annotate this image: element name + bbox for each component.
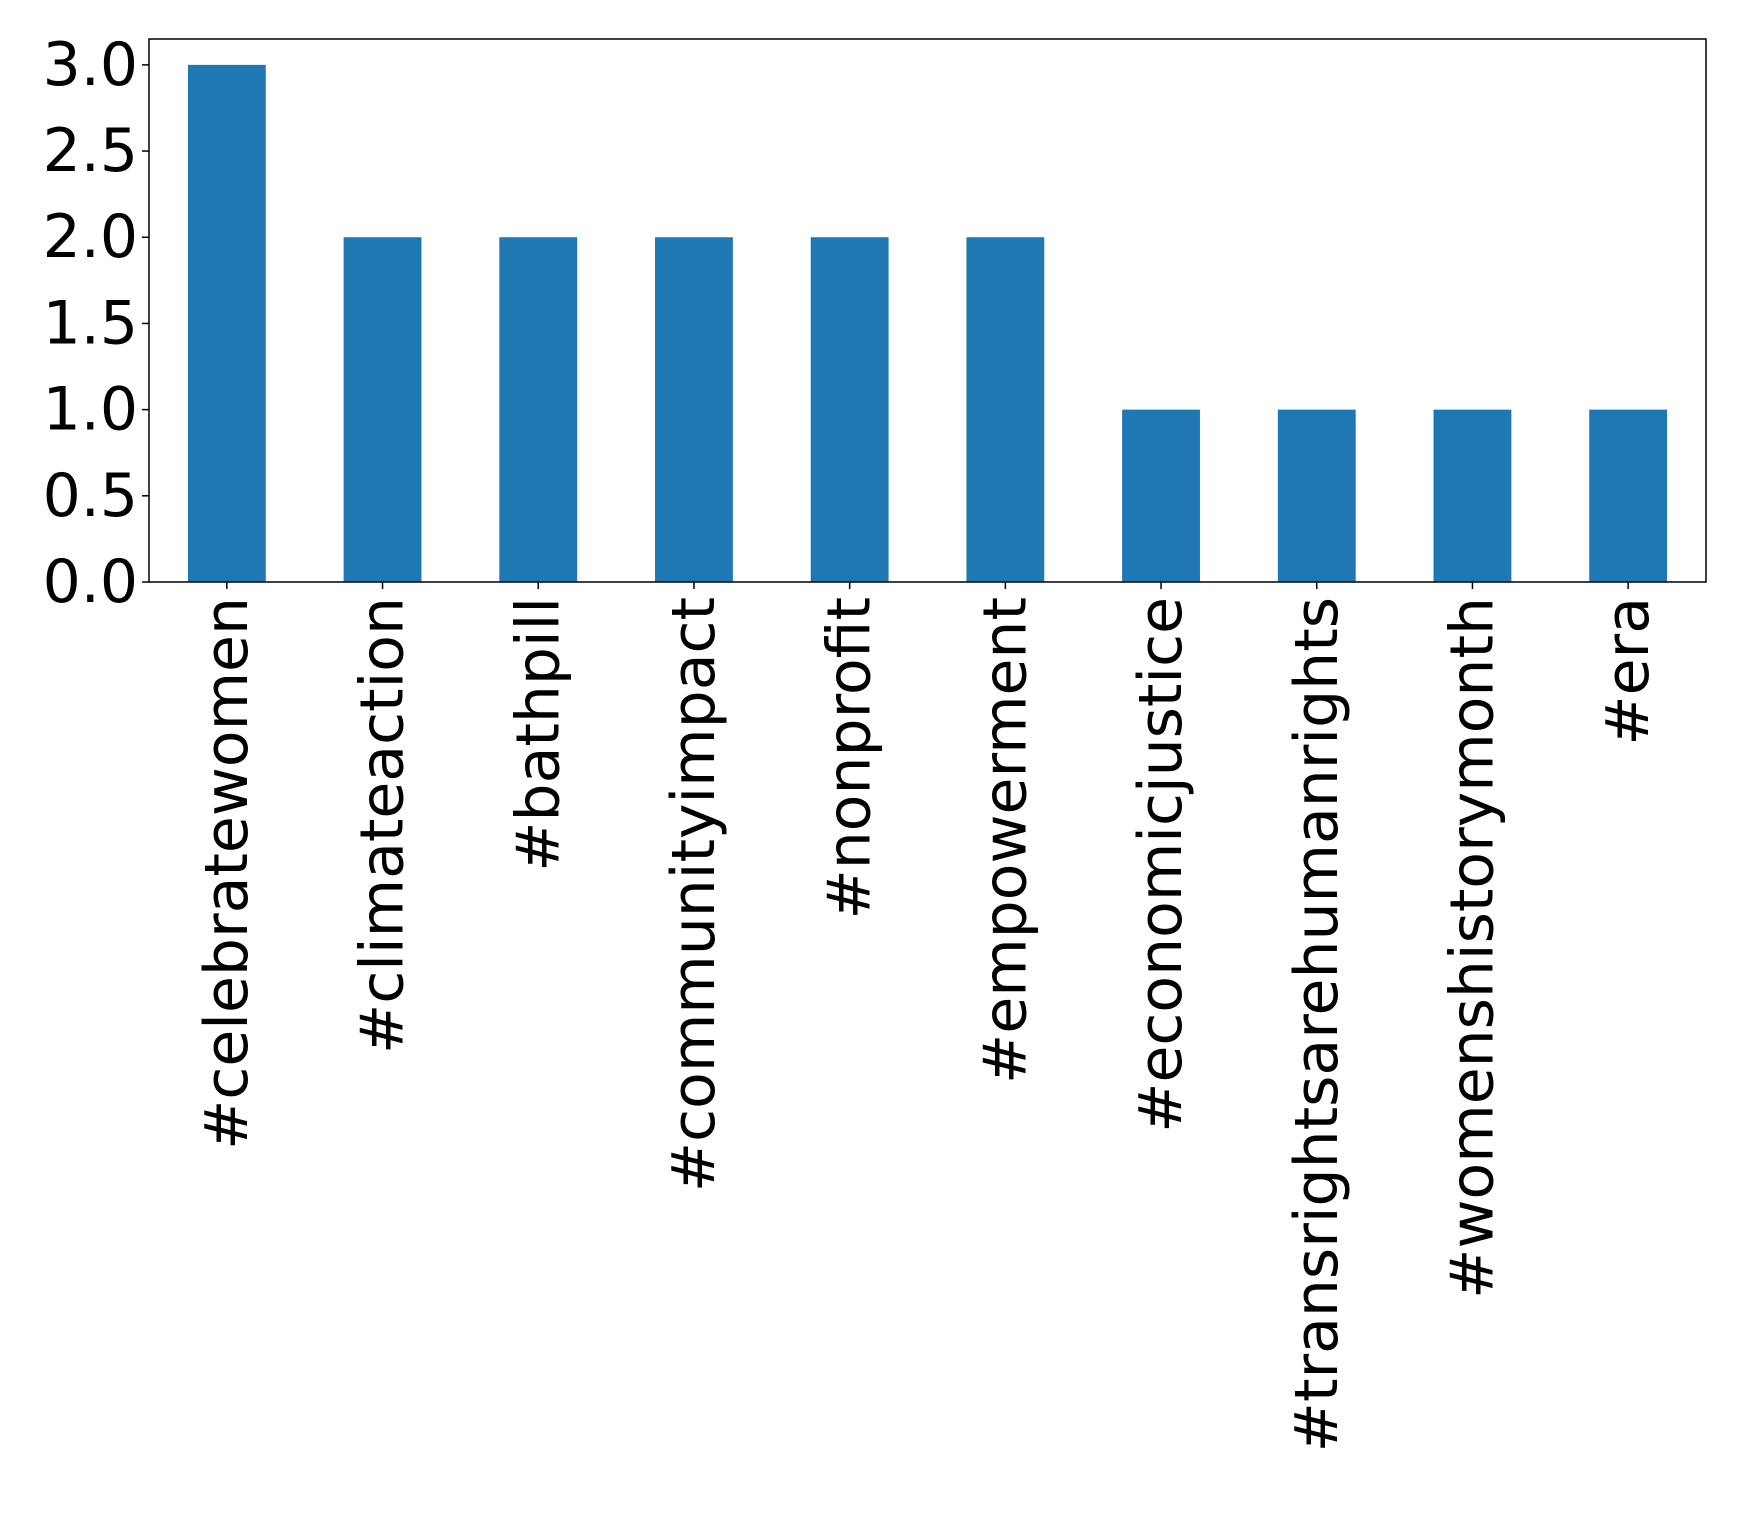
y-tick-label: 0.5 (43, 461, 138, 531)
x-tick-label: #nonprofit (815, 597, 885, 920)
x-tick-label: #transrightsarehumanrights (1282, 597, 1352, 1452)
bar-transrightsarehumanrights (1277, 409, 1356, 582)
x-tick-label: #climateaction (348, 597, 418, 1054)
bar-economicjustice (1122, 409, 1200, 582)
y-tick-label: 1.5 (43, 288, 138, 358)
bar-empowerment (966, 237, 1045, 582)
bar-womenshistorymonth (1433, 409, 1512, 582)
bar-celebratewomen (187, 64, 266, 583)
x-axis: #celebratewomen #climateaction #bathpill #c… (192, 582, 1663, 1452)
plot-frame (148, 38, 1707, 583)
y-tick-label: 0.0 (43, 547, 138, 617)
x-tick-label: #empowerment (970, 597, 1040, 1084)
x-tick-label: #economicjustice (1126, 597, 1196, 1133)
x-tick-label: #era (1593, 597, 1663, 746)
x-tick-label: #communityimpact (659, 597, 729, 1192)
bar-nonprofit (810, 237, 889, 582)
y-tick-label: 2.0 (43, 202, 138, 272)
bar-communityimpact (655, 237, 733, 582)
bar-bathpill (499, 237, 578, 582)
x-tick-label: #womenshistorymonth (1437, 597, 1507, 1299)
y-tick-label: 2.5 (43, 116, 138, 186)
y-axis: 0.0 0.5 1.0 1.5 2.0 2.5 3.0 (43, 30, 149, 617)
y-tick-label: 1.0 (43, 375, 138, 445)
bar-climateaction (343, 237, 422, 582)
bars-group (187, 64, 1668, 583)
x-tick-label: #bathpill (503, 597, 573, 872)
x-tick-label: #celebratewomen (192, 597, 262, 1150)
y-tick-label: 3.0 (43, 30, 138, 100)
bar-era (1589, 409, 1668, 582)
